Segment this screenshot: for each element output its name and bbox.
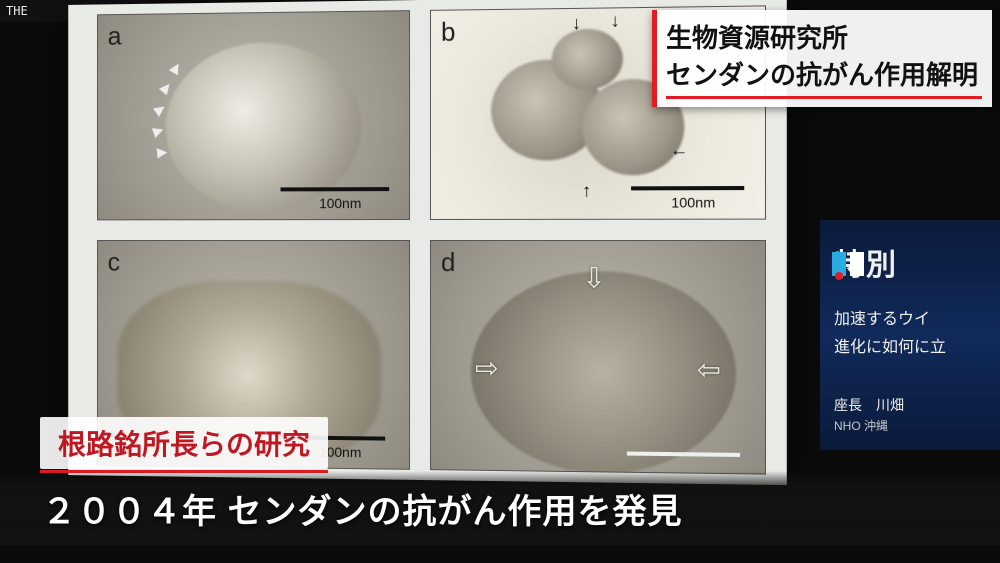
cell-blob	[552, 29, 623, 90]
outline-arrow-icon: ⇦	[697, 353, 721, 387]
marker-arrow-icon: ←	[670, 139, 689, 160]
marker-arrow-icon: ↓	[611, 10, 620, 31]
marker-arrow-icon: ↑	[582, 180, 591, 201]
lower-caption-band: ２００４年 センダンの抗がん作用を発見	[0, 471, 1000, 545]
micrograph-panel-d: d ⇩ ⇨ ⇦	[430, 240, 766, 475]
side-screen-line: 進化に如何に立	[834, 336, 992, 360]
panel-label-b: b	[441, 17, 455, 48]
outline-arrow-icon: ⇨	[475, 351, 499, 384]
marker-arrow-icon: ▲	[152, 143, 174, 162]
scale-bar-label: 100nm	[671, 194, 715, 210]
panel-label-d: d	[441, 247, 455, 278]
cell-blob	[165, 42, 361, 212]
panel-label-c: c	[108, 247, 121, 277]
scale-bar	[280, 187, 389, 191]
panel-label-a: a	[108, 21, 122, 52]
marker-arrow-icon: ↓	[572, 13, 581, 34]
scale-bar	[631, 186, 744, 190]
headline-line2: センダンの抗がん作用解明	[666, 55, 982, 92]
side-screen-footer: 座長 川畑 NHO 沖縄	[834, 394, 904, 436]
outline-arrow-icon: ⇩	[582, 261, 606, 294]
side-screen-line: 加速するウイ	[834, 308, 992, 332]
lower-caption-text: ２００４年 センダンの抗がん作用を発見	[42, 484, 682, 533]
micrograph-panel-a: a ▲ ▲ ▲ ▲ ▲ 100nm	[97, 10, 410, 220]
broadcast-logo-icon	[830, 244, 870, 284]
side-screen-affiliation: NHO 沖縄	[834, 417, 904, 436]
subheadline-band: 根路銘所長らの研究	[40, 417, 328, 469]
headline-underline	[666, 96, 982, 99]
scale-bar-label: 100nm	[319, 195, 361, 211]
headline-box: 生物資源研究所 センダンの抗がん作用解明	[652, 10, 992, 107]
headline-line1: 生物資源研究所	[666, 18, 982, 55]
subheadline-text: 根路銘所長らの研究	[58, 429, 310, 460]
side-screen-chair: 座長 川畑	[834, 394, 904, 416]
